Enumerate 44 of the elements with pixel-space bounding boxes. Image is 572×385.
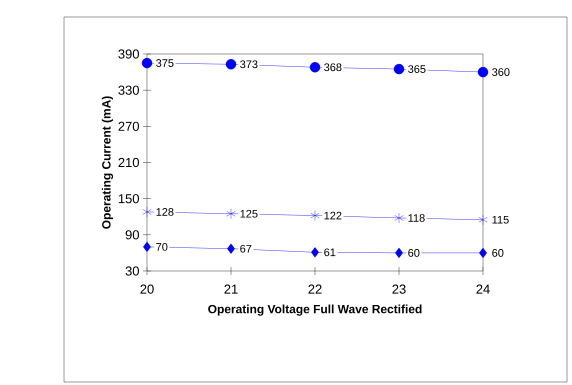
y-tick-label: 210	[118, 158, 139, 168]
data-label: 70	[156, 243, 168, 251]
point	[394, 64, 404, 74]
y-tick-label: 30	[126, 266, 139, 276]
data-label: 373	[240, 60, 258, 68]
point	[478, 214, 488, 225]
point	[479, 248, 487, 258]
x-tick-label: 20	[140, 284, 154, 294]
y-tick-label: 330	[118, 86, 139, 95]
data-label: 60	[492, 249, 504, 257]
point	[311, 247, 319, 258]
data-label: 365	[408, 65, 426, 73]
data-label: 60	[408, 249, 420, 257]
x-tick-label: 22	[308, 284, 322, 294]
point	[142, 206, 152, 218]
x-tick-label: 24	[476, 284, 490, 294]
y-axis-title: Operating Current (mA)	[102, 96, 114, 229]
point	[142, 58, 152, 68]
point	[394, 212, 404, 224]
data-label: 375	[156, 59, 174, 67]
data-label: 67	[240, 244, 252, 253]
y-tick-label: 150	[118, 194, 139, 204]
data-label: 360	[492, 68, 510, 76]
point	[395, 248, 403, 258]
data-label: 118	[408, 214, 425, 222]
data-label: 368	[324, 63, 342, 72]
data-label: 122	[324, 212, 342, 220]
point	[226, 208, 236, 219]
point	[310, 62, 320, 72]
x-axis-title: Operating Voltage Full Wave Rectified	[208, 304, 422, 316]
y-tick-label: 90	[126, 230, 139, 240]
data-label: 125	[240, 210, 258, 218]
point	[478, 66, 488, 78]
data-label: 115	[492, 216, 509, 224]
y-tick-label: 270	[118, 122, 139, 131]
data-label: 61	[324, 248, 336, 256]
x-tick-label: 21	[224, 284, 238, 294]
point	[227, 244, 235, 254]
y-tick-label: 390	[118, 49, 139, 59]
point	[143, 242, 151, 252]
point	[226, 59, 236, 70]
data-label: 128	[156, 208, 174, 216]
point	[310, 210, 320, 221]
x-tick-label: 23	[392, 284, 406, 294]
